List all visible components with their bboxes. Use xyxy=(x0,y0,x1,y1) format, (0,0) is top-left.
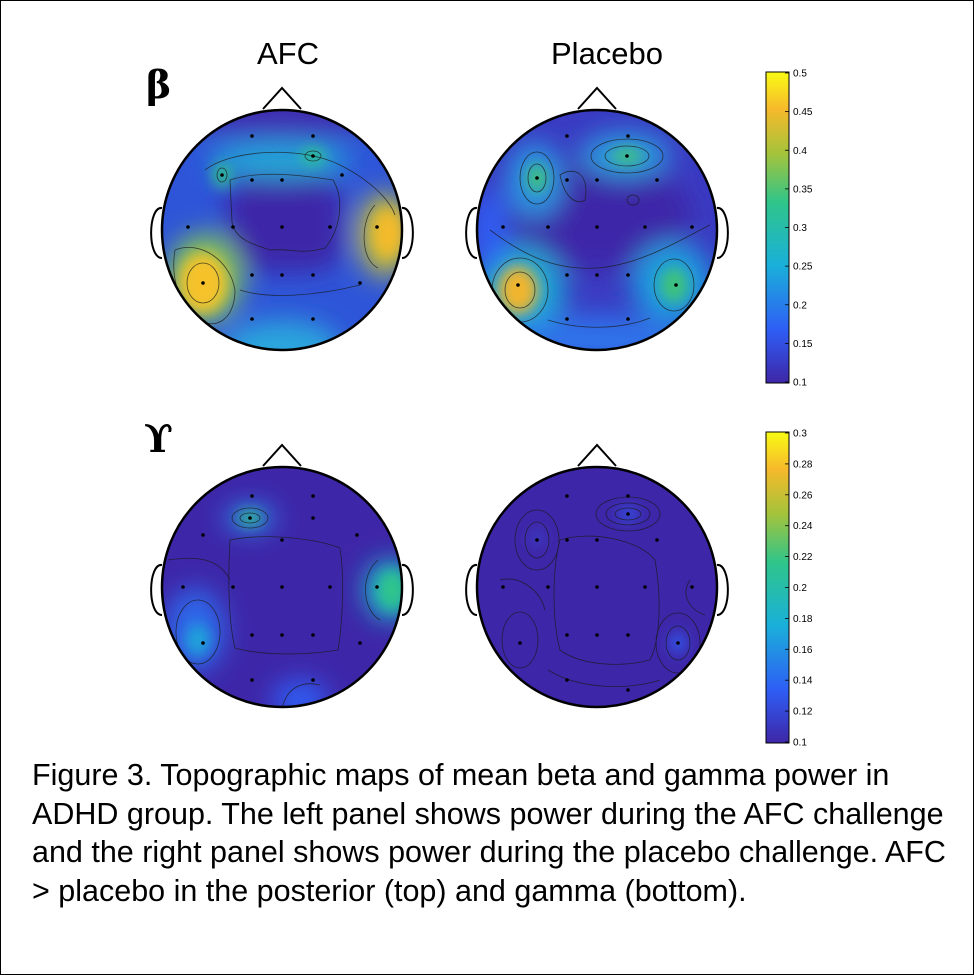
colorbar-tick-label: 0.2 xyxy=(793,300,807,311)
right-ear-icon xyxy=(401,207,414,259)
left-ear-icon xyxy=(150,564,163,616)
colorbar-gamma: 0.3 0.28 0.26 0.24 0.22 0.2 0.18 0.16 0.14 0.12 0.… xyxy=(765,429,813,749)
colorbar-beta: 0.5 0.45 0.4 0.35 0.3 0.25 0.2 0.15 0.1 xyxy=(765,69,813,389)
nose-icon xyxy=(262,86,302,110)
colorbar-tick-label: 0.5 xyxy=(793,69,807,80)
left-ear-icon xyxy=(150,207,163,259)
colorbar-tick-label: 0.25 xyxy=(793,262,813,273)
right-ear-icon xyxy=(401,564,414,616)
right-ear-icon xyxy=(716,207,729,259)
head-map-gamma-placebo xyxy=(465,443,729,709)
colorbar-tick-label: 0.26 xyxy=(793,490,813,501)
left-ear-icon xyxy=(465,207,478,259)
nose-icon xyxy=(262,443,302,467)
colorbar-tick-label: 0.14 xyxy=(793,676,813,687)
head-map-beta-afc xyxy=(150,86,414,352)
colorbar-tick-label: 0.3 xyxy=(793,429,807,440)
colorbar-tick-label: 0.2 xyxy=(793,583,807,594)
band-label-beta: β xyxy=(146,62,172,107)
colorbar-tick-label: 0.4 xyxy=(793,146,807,157)
column-title-afc: AFC xyxy=(257,36,319,71)
left-ear-icon xyxy=(465,564,478,616)
colorbar-tick-label: 0.24 xyxy=(793,521,813,532)
band-label-gamma: ϒ xyxy=(144,416,174,461)
colorbar-tick-label: 0.16 xyxy=(793,645,813,656)
colorbar-tick-label: 0.15 xyxy=(793,339,813,350)
nose-icon xyxy=(577,86,617,110)
nose-icon xyxy=(577,443,617,467)
colorbar-tick-label: 0.12 xyxy=(793,707,813,718)
figure-caption: Figure 3. Topographic maps of mean beta … xyxy=(32,758,946,908)
colorbar-tick-label: 0.1 xyxy=(793,738,807,749)
head-map-beta-placebo xyxy=(465,86,729,352)
column-title-placebo: Placebo xyxy=(551,36,664,71)
colorbar-tick-label: 0.1 xyxy=(793,378,807,389)
colorbar-tick-label: 0.35 xyxy=(793,184,813,195)
head-map-gamma-afc xyxy=(150,443,414,709)
right-ear-icon xyxy=(716,564,729,616)
colorbar-tick-label: 0.18 xyxy=(793,614,813,625)
colorbar-tick-label: 0.22 xyxy=(793,552,813,563)
colorbar-tick-label: 0.45 xyxy=(793,107,813,118)
colorbar-tick-label: 0.3 xyxy=(793,223,807,234)
colorbar-tick-label: 0.28 xyxy=(793,459,813,470)
